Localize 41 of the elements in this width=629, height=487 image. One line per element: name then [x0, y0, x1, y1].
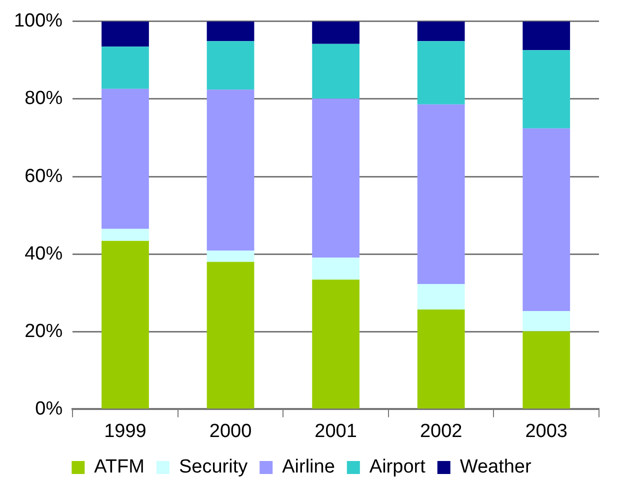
bar: [102, 240, 149, 408]
y-tick-label: 0%: [35, 398, 63, 420]
legend-label: Security: [178, 456, 248, 478]
bar: [522, 331, 570, 408]
legend-label: Airport: [369, 456, 426, 478]
bar: [206, 41, 254, 90]
bar: [206, 90, 254, 251]
y-tick-label: 60%: [24, 166, 63, 187]
x-tick-label: 1999: [104, 420, 146, 442]
bar: [312, 98, 360, 258]
bar: [417, 21, 465, 42]
bar: [312, 280, 360, 408]
bar: [312, 21, 360, 44]
bar: [417, 104, 465, 284]
bar: [312, 44, 360, 99]
legend-label: ATFM: [94, 456, 144, 478]
y-tick-label: 40%: [24, 243, 63, 264]
legend-label: Weather: [460, 456, 532, 478]
bar: [312, 258, 360, 280]
bar: [522, 21, 570, 50]
bar: [417, 310, 465, 408]
bar: [522, 128, 570, 312]
y-tick-label: 20%: [24, 320, 63, 342]
bar: [417, 284, 465, 310]
bar: [206, 21, 254, 42]
bar: [102, 21, 149, 47]
x-tick-label: 2002: [420, 420, 462, 442]
y-tick-label: 80%: [24, 88, 63, 110]
bar: [522, 311, 570, 332]
bar: [102, 228, 149, 241]
bar: [102, 88, 149, 229]
x-tick-label: 2000: [209, 420, 252, 442]
x-tick-label: 2003: [525, 420, 568, 442]
bar: [206, 262, 254, 408]
y-tick-label: 100%: [14, 10, 63, 32]
bar: [417, 41, 465, 104]
bar: [522, 50, 570, 128]
legend-label: Airline: [282, 456, 335, 478]
bar: [206, 250, 254, 262]
x-tick-label: 2001: [314, 420, 357, 442]
bar: [102, 46, 149, 89]
